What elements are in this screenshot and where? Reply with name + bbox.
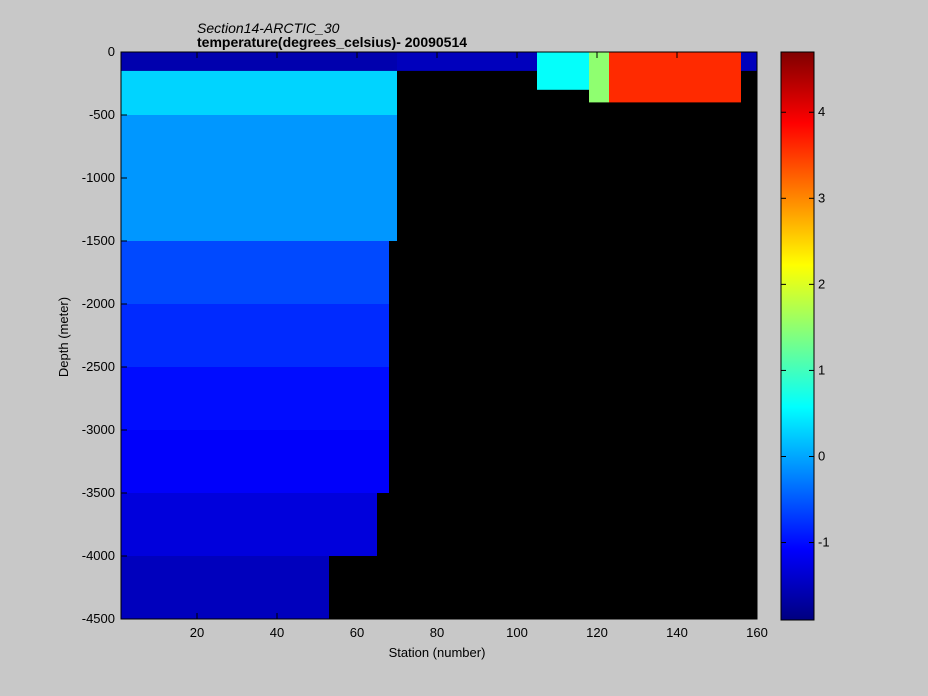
y-axis: 0 -500 -1000 -1500 -2000 -2500 -3000 -3500 -4000… [82, 44, 757, 626]
heatmap-cell [121, 304, 389, 367]
heatmap-cell [537, 52, 589, 90]
heatmap-cell [121, 556, 329, 619]
colorbar-tick-label: -1 [818, 535, 830, 550]
x-tick-label: 20 [190, 625, 204, 640]
heatmap-cell [121, 115, 397, 241]
y-tick-label: -500 [89, 107, 115, 122]
heatmap-cell [121, 52, 397, 71]
y-tick-label: -4000 [82, 548, 115, 563]
heatmap-cell [589, 52, 609, 103]
colorbar-tick-label: 1 [818, 362, 825, 377]
x-tick-label: 60 [350, 625, 364, 640]
heatmap-cell [121, 70, 397, 115]
x-axis: 20 40 60 80 100 120 140 160 [190, 52, 768, 640]
y-tick-label: 0 [108, 44, 115, 59]
y-tick-label: -2500 [82, 359, 115, 374]
y-tick-label: -1500 [82, 233, 115, 248]
plot-area [120, 51, 758, 620]
x-tick-label: 140 [666, 625, 688, 640]
y-tick-label: -3500 [82, 485, 115, 500]
y-tick-label: -2000 [82, 296, 115, 311]
x-tick-label: 100 [506, 625, 528, 640]
x-axis-label: Station (number) [389, 645, 486, 660]
colorbar-tick-label: 0 [818, 448, 825, 463]
colorbar-tick-label: 4 [818, 104, 825, 119]
chart-title: Section14-ARCTIC_30 [197, 20, 340, 36]
colorbar [780, 51, 815, 621]
plot-frame [120, 51, 758, 620]
x-tick-label: 40 [270, 625, 284, 640]
colorbar-gradient [781, 52, 814, 620]
heatmap-cell [121, 493, 377, 556]
x-tick-label: 80 [430, 625, 444, 640]
heatmap-cell [121, 367, 389, 430]
colorbar-frame [780, 51, 815, 621]
x-tick-label: 160 [746, 625, 768, 640]
colorbar-tick-label: 3 [818, 190, 825, 205]
y-axis-label: Depth (meter) [56, 297, 71, 377]
chart-subtitle: temperature(degrees_celsius)- 20090514 [197, 34, 468, 50]
y-tick-label: -3000 [82, 422, 115, 437]
heatmap-cell [121, 241, 389, 304]
y-tick-label: -4500 [82, 611, 115, 626]
heatmap-cell [121, 430, 389, 493]
heatmap-cell [609, 52, 741, 103]
colorbar-tick-label: 2 [818, 276, 825, 291]
x-tick-label: 120 [586, 625, 608, 640]
y-tick-label: -1000 [82, 170, 115, 185]
colorbar-axis: 4 3 2 1 0 -1 [781, 104, 830, 550]
